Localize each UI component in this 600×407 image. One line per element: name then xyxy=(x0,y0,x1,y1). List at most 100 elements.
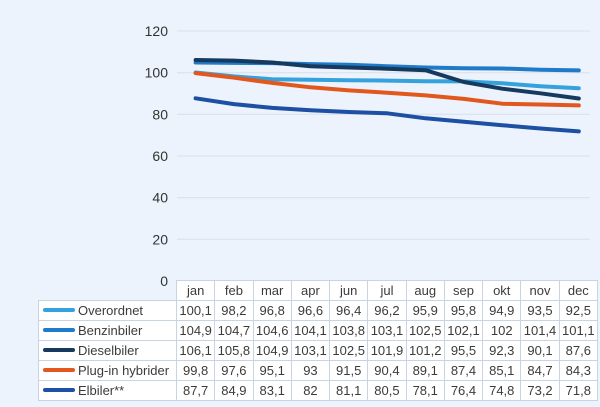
value-cell: 90,1 xyxy=(520,340,560,361)
value-cell: 105,8 xyxy=(214,340,254,361)
value-cell: 87,4 xyxy=(443,360,484,381)
value-cell: 96,2 xyxy=(367,300,407,321)
y-axis-tick-label: 120 xyxy=(145,23,169,39)
y-axis-tick-label: 40 xyxy=(152,190,168,206)
series-line-elbiler xyxy=(193,96,581,134)
value-cell: 102,5 xyxy=(405,320,445,341)
data-table: jan feb mar apr jun jul aug sep okt nov dec Overor… xyxy=(38,280,599,401)
series-label: Dieselbiler xyxy=(78,343,139,359)
series-row-plug-in-hybrider: Plug-in hybrider 99,8 97,6 95,1 93 91,5 90,4 89… xyxy=(38,360,599,381)
value-cell: 102 xyxy=(482,320,522,341)
value-cell: 84,7 xyxy=(520,360,560,381)
value-cell: 76,4 xyxy=(443,380,484,401)
y-axis-tick-label: 20 xyxy=(152,231,168,247)
value-cell: 101,4 xyxy=(520,320,560,341)
month-header-sep: sep xyxy=(443,280,484,301)
value-cell: 92,5 xyxy=(558,300,599,321)
value-cell: 104,9 xyxy=(175,320,216,341)
legend-swatch-benzinbiler xyxy=(43,328,75,333)
value-cell: 104,7 xyxy=(214,320,254,341)
legend-swatch-overordnet xyxy=(43,308,75,313)
table-header-row: jan feb mar apr jun jul aug sep okt nov dec xyxy=(39,280,599,301)
value-cell: 87,6 xyxy=(558,340,599,361)
value-cell: 96,8 xyxy=(252,300,292,321)
value-cell: 84,3 xyxy=(558,360,599,381)
value-cell: 96,6 xyxy=(290,300,331,321)
value-cell: 93,5 xyxy=(520,300,560,321)
value-cell: 99,8 xyxy=(175,360,216,381)
y-axis-tick-label: 60 xyxy=(152,148,168,164)
value-cell: 87,7 xyxy=(175,380,216,401)
value-cell: 102,5 xyxy=(329,340,369,361)
value-cell: 104,1 xyxy=(290,320,331,341)
y-axis-labels: 0 20 40 60 80 100 120 xyxy=(145,23,169,289)
series-label: Elbiler** xyxy=(78,383,125,399)
value-cell: 103,1 xyxy=(290,340,331,361)
series-row-elbiler: Elbiler** 87,7 84,9 83,1 82 81,1 80,5 78,1 76,4 7… xyxy=(38,380,599,401)
series-label: Benzinbiler xyxy=(78,323,143,339)
series-legend-cell: Overordnet xyxy=(38,300,177,321)
series-line-dieselbiler xyxy=(193,58,581,101)
series-line-overordnet xyxy=(193,70,581,91)
series-label: Plug-in hybrider xyxy=(78,363,170,379)
value-cell: 90,4 xyxy=(367,360,407,381)
value-cell: 95,8 xyxy=(443,300,484,321)
value-cell: 85,1 xyxy=(482,360,522,381)
value-cell: 83,1 xyxy=(252,380,292,401)
value-cell: 82 xyxy=(290,380,331,401)
value-cell: 101,9 xyxy=(367,340,407,361)
value-cell: 101,2 xyxy=(405,340,445,361)
legend-swatch-elbiler xyxy=(43,388,75,393)
value-cell: 95,1 xyxy=(252,360,292,381)
value-cell: 73,2 xyxy=(520,380,560,401)
value-cell: 100,1 xyxy=(175,300,216,321)
value-cell: 93 xyxy=(290,360,331,381)
y-axis-tick-label: 80 xyxy=(152,106,168,122)
value-cell: 81,1 xyxy=(329,380,369,401)
value-cell: 95,9 xyxy=(405,300,445,321)
series-legend-cell: Benzinbiler xyxy=(38,320,177,341)
value-cell: 97,6 xyxy=(214,360,254,381)
value-cell: 98,2 xyxy=(214,300,254,321)
value-cell: 92,3 xyxy=(482,340,522,361)
value-cell: 84,9 xyxy=(214,380,254,401)
series-lines xyxy=(193,58,581,134)
value-cell: 78,1 xyxy=(405,380,445,401)
value-cell: 80,5 xyxy=(367,380,407,401)
series-legend-cell: Dieselbiler xyxy=(38,340,177,361)
value-cell: 96,4 xyxy=(329,300,369,321)
line-chart: 0 20 40 60 80 100 120 xyxy=(145,23,590,289)
series-legend-cell: Plug-in hybrider xyxy=(38,360,177,381)
legend-swatch-dieselbiler xyxy=(43,348,75,353)
value-cell: 102,1 xyxy=(443,320,484,341)
series-legend-cell: Elbiler** xyxy=(38,380,177,401)
series-label: Overordnet xyxy=(78,303,144,319)
month-header-feb: feb xyxy=(214,280,254,301)
month-header-aug: aug xyxy=(405,280,445,301)
month-header-jul: jul xyxy=(367,280,407,301)
legend-swatch-plug-in-hybrider xyxy=(43,368,75,373)
month-header-apr: apr xyxy=(290,280,331,301)
value-cell: 74,8 xyxy=(482,380,522,401)
month-header-okt: okt xyxy=(482,280,522,301)
value-cell: 91,5 xyxy=(329,360,369,381)
y-axis-tick-label: 0 xyxy=(160,273,168,289)
value-cell: 106,1 xyxy=(175,340,216,361)
month-header-jan: jan xyxy=(175,280,216,301)
month-header-mar: mar xyxy=(252,280,292,301)
month-header-dec: dec xyxy=(558,280,599,301)
y-axis-tick-label: 100 xyxy=(145,65,169,81)
series-row-dieselbiler: Dieselbiler 106,1 105,8 104,9 103,1 102,5 101,… xyxy=(38,340,599,361)
value-cell: 95,5 xyxy=(443,340,484,361)
value-cell: 103,8 xyxy=(329,320,369,341)
series-line-plug-in-hybrider xyxy=(193,71,581,108)
value-cell: 103,1 xyxy=(367,320,407,341)
month-header-jun: jun xyxy=(329,280,369,301)
value-cell: 89,1 xyxy=(405,360,445,381)
series-row-overordnet: Overordnet 100,1 98,2 96,8 96,6 96,4 96,2 95,9 9… xyxy=(38,300,599,321)
series-row-benzinbiler: Benzinbiler 104,9 104,7 104,6 104,1 103,8 103,… xyxy=(38,320,599,341)
value-cell: 104,6 xyxy=(252,320,292,341)
value-cell: 101,1 xyxy=(558,320,599,341)
value-cell: 104,9 xyxy=(252,340,292,361)
table-corner-cell xyxy=(39,281,177,301)
